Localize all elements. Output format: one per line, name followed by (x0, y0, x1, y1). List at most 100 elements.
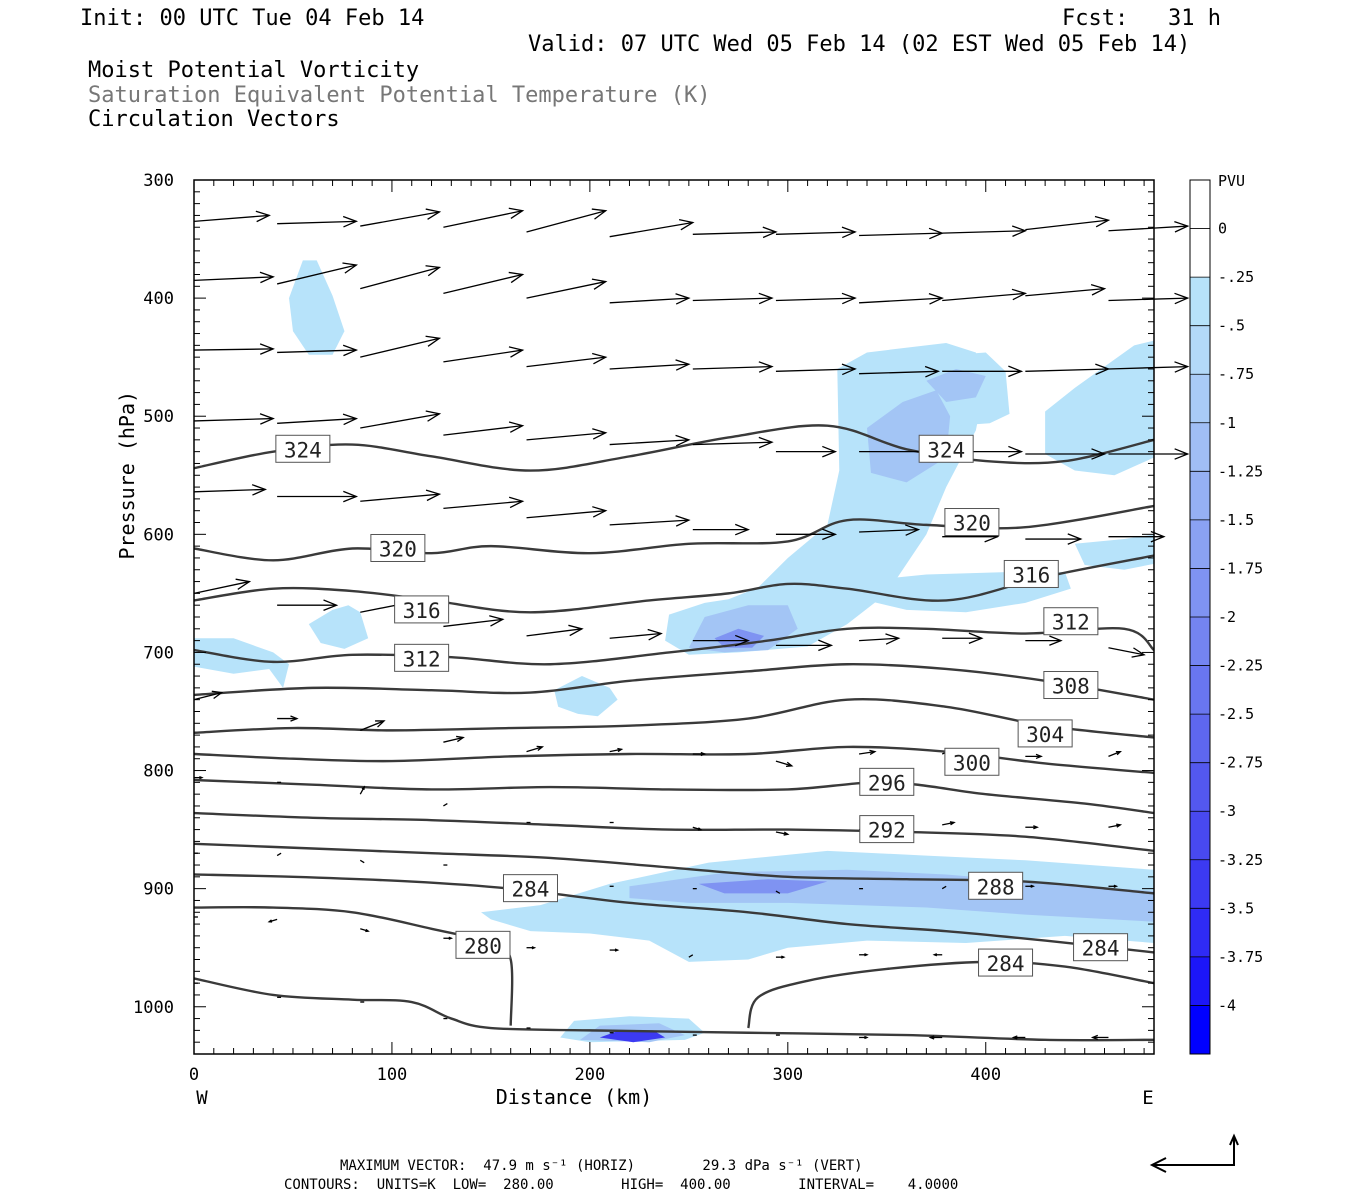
wind-vector (276, 262, 359, 285)
field-title-theta: Saturation Equivalent Potential Temperat… (88, 83, 711, 108)
y-tick-label: 300 (143, 171, 174, 191)
colorbar-swatch (1190, 374, 1210, 424)
wind-vector (193, 578, 252, 595)
colorbar-label: -.25 (1218, 268, 1254, 286)
colorbar-label: -1 (1218, 414, 1236, 432)
pv-region (1074, 534, 1154, 570)
wind-vector (928, 1035, 943, 1040)
wind-vector (1025, 635, 1063, 646)
colorbar-label: -3.75 (1218, 948, 1263, 966)
wind-vector (1108, 823, 1123, 828)
contour-label: 304 (1017, 719, 1073, 748)
y-tick-label: 700 (143, 643, 174, 663)
wind-vector (1090, 1034, 1109, 1041)
wind-vector (360, 928, 370, 933)
wind-vector (942, 225, 1028, 237)
x-tick-label: 300 (772, 1065, 803, 1085)
y-tick-label: 500 (143, 407, 174, 427)
x-axis-title: Distance (km) (496, 1085, 653, 1109)
field-title-vectors: Circulation Vectors (88, 107, 340, 132)
wind-vector (360, 720, 386, 731)
west-label: W (196, 1087, 208, 1109)
contour-label: 296 (859, 767, 915, 796)
wind-vector (1025, 884, 1036, 888)
wind-vector (1108, 221, 1190, 233)
wind-vector (1025, 215, 1111, 231)
wind-vector (443, 615, 505, 628)
wind-vector (443, 421, 525, 436)
y-tick-label: 800 (143, 762, 174, 782)
colorbar-label: -.75 (1218, 365, 1254, 383)
colorbar-swatch (1190, 956, 1210, 1006)
contour-info-note: CONTOURS: UNITS=K LOW= 280.00 HIGH= 400.… (284, 1177, 959, 1193)
colorbar-label: -1.25 (1218, 462, 1263, 480)
isentrope-292 (194, 811, 1154, 853)
contour-label: 320 (370, 533, 426, 562)
isentrope-312 (194, 626, 1154, 666)
east-label: E (1142, 1087, 1153, 1109)
colorbar-swatch (1190, 908, 1210, 958)
y-tick-label: 400 (143, 289, 174, 309)
wind-vector (526, 208, 608, 233)
colorbar-label: -3.5 (1218, 899, 1254, 917)
wind-vector (942, 288, 1028, 302)
wind-vector (775, 363, 857, 376)
wind-vector (692, 634, 750, 647)
contour-label-text: 284 (987, 952, 1025, 976)
reference-vector-icon (1149, 1133, 1239, 1173)
wind-vector (1108, 647, 1146, 658)
max-vector-note: MAXIMUM VECTOR: 47.9 m s⁻¹ (HORIZ) 29.3 … (340, 1158, 863, 1174)
contour-label-text: 312 (403, 647, 441, 671)
forecast-hour: Fcst: 31 h (1062, 6, 1221, 31)
wind-vector (941, 885, 947, 890)
x-tick-label: 0 (189, 1065, 199, 1085)
colorbar-label: 0 (1218, 220, 1227, 238)
isentrope-300 (194, 745, 1154, 775)
wind-vector (359, 785, 366, 795)
wind-vector (692, 751, 707, 757)
x-tick-label: 400 (970, 1065, 1001, 1085)
wind-vector (360, 265, 442, 290)
wind-vector (1011, 1035, 1026, 1040)
wind-vector (859, 1035, 869, 1040)
pv-region (926, 368, 986, 403)
colorbar-label: -.5 (1218, 317, 1245, 335)
wind-vector (526, 352, 608, 368)
wind-vector (360, 208, 442, 227)
wind-vector (859, 293, 944, 305)
wind-vector (360, 335, 442, 358)
pv-region (554, 676, 618, 717)
wind-vector (609, 515, 691, 527)
contour-label-text: 284 (1082, 937, 1120, 961)
colorbar: PVU 0 -.25 -.5 -.75 -1 -1.25 -1.5 -1.75 -2 -2.25 -2… (1189, 172, 1263, 1055)
x-tick-label: 200 (575, 1065, 606, 1085)
colorbar-swatch (1190, 471, 1210, 521)
wind-vector (277, 413, 359, 426)
colorbar-label: -2 (1218, 608, 1236, 626)
contour-label: 284 (1073, 933, 1129, 962)
wind-vector (1025, 533, 1083, 545)
wind-vector (1108, 361, 1190, 373)
contour-label-text: 316 (1012, 563, 1050, 587)
colorbar-swatch (1190, 325, 1210, 375)
isentrope-320 (194, 504, 1154, 562)
wind-vector (692, 826, 703, 831)
pv-region (1045, 340, 1154, 476)
wind-vector (193, 343, 275, 355)
pv-region (308, 605, 369, 649)
wind-vector (277, 599, 339, 611)
colorbar-swatch (1190, 811, 1210, 861)
wind-vector (443, 207, 525, 228)
wind-vector (526, 624, 584, 637)
wind-vector (1025, 753, 1043, 760)
contour-label: 316 (394, 595, 450, 624)
wind-vector (692, 523, 750, 536)
y-tick-label: 600 (143, 525, 174, 545)
wind-vector (443, 803, 448, 807)
colorbar-swatch (1190, 180, 1210, 230)
wind-vector (859, 365, 940, 378)
wind-vector (775, 292, 857, 305)
contour-label-layer: 324 3243203203163163123123083043002962922… (275, 434, 1129, 977)
contour-label-text: 284 (512, 878, 550, 902)
isentrope-284 (747, 960, 1154, 1029)
